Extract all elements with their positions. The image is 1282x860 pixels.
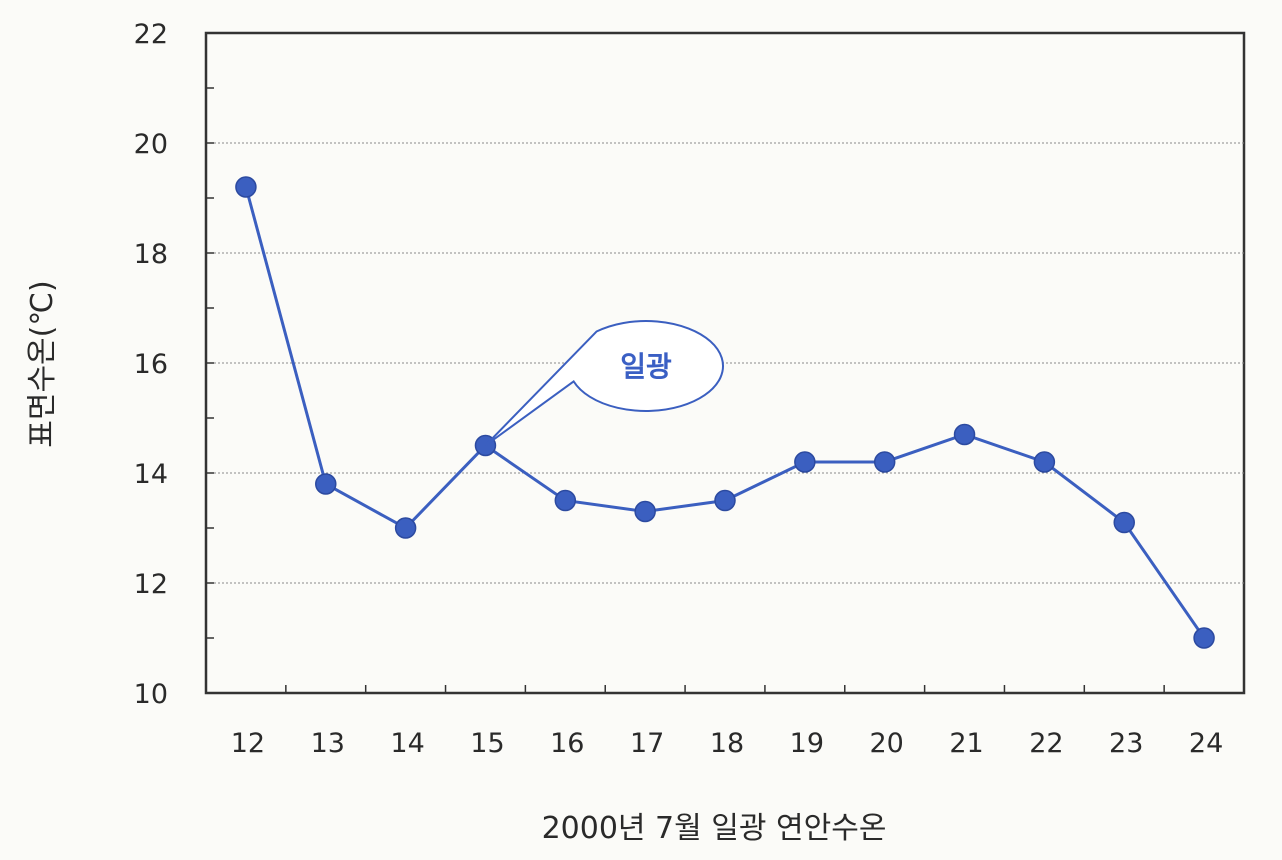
x-tick-label: 22 — [1029, 728, 1063, 759]
x-tick-label: 19 — [790, 728, 824, 759]
data-point — [235, 176, 257, 198]
y-tick-label: 18 — [134, 239, 168, 270]
x-tick-label: 24 — [1189, 728, 1223, 759]
callout: 일광 — [484, 320, 724, 447]
x-tick-label: 12 — [231, 728, 265, 759]
y-tick-label: 12 — [134, 569, 168, 600]
x-tick-label: 20 — [870, 728, 904, 759]
plot-frame — [204, 31, 1246, 695]
x-tick-label: 18 — [710, 728, 744, 759]
x-tick-label: 17 — [630, 728, 664, 759]
callout-bubble — [484, 320, 724, 447]
x-tick-label: 21 — [949, 728, 983, 759]
y-axis: 10 12 14 16 18 20 22 — [134, 19, 168, 710]
x-axis: 12 13 14 15 16 17 18 19 20 21 22 23 24 — [231, 685, 1223, 759]
data-point — [634, 500, 656, 523]
y-axis-title: 표면수온(℃) — [25, 280, 60, 448]
data-point — [1113, 511, 1135, 534]
x-tick-label: 23 — [1109, 728, 1143, 759]
grid-lines — [206, 87, 1244, 639]
x-tick-label: 14 — [390, 728, 424, 759]
data-point — [394, 517, 417, 539]
callout-label: 일광 — [620, 350, 672, 383]
series — [235, 176, 1215, 649]
y-tick-label: 22 — [134, 19, 168, 50]
x-axis-title: 2000년 7월 일광 연안수온 — [542, 811, 887, 846]
data-point — [1033, 451, 1056, 473]
y-tick-label: 16 — [134, 349, 168, 380]
x-tick-label: 16 — [550, 728, 584, 759]
data-point — [554, 489, 577, 512]
data-point — [794, 451, 816, 473]
y-tick-label: 14 — [134, 459, 168, 490]
x-tick-label: 13 — [311, 728, 345, 759]
y-tick-label: 20 — [134, 129, 168, 160]
data-point — [315, 473, 337, 495]
x-tick-label: 15 — [470, 728, 504, 759]
data-point — [714, 489, 736, 512]
data-point — [873, 451, 896, 473]
data-point — [1193, 627, 1215, 649]
data-point — [953, 423, 976, 446]
y-tick-label: 10 — [134, 679, 168, 710]
series-line — [244, 186, 1206, 639]
